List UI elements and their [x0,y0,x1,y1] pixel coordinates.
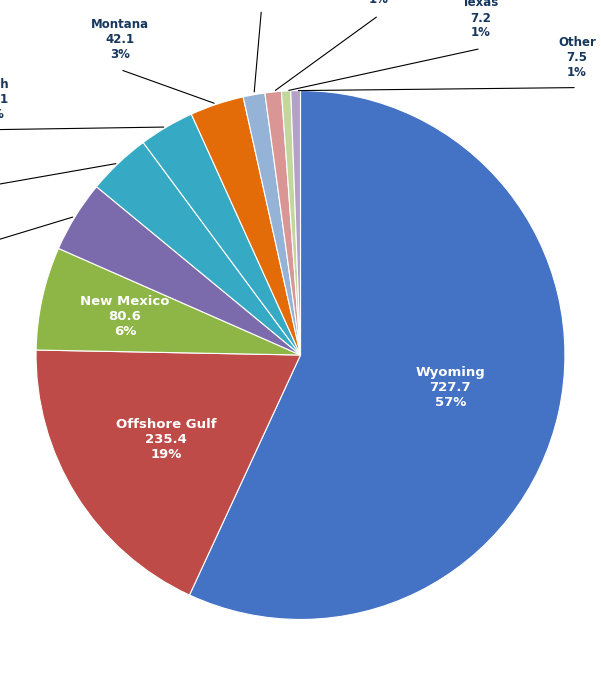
Wedge shape [189,90,565,619]
Text: California
12.8
1%: California 12.8 1% [347,0,410,6]
Text: New Mexico
80.6
6%: New Mexico 80.6 6% [80,295,169,338]
Wedge shape [291,90,300,355]
Text: Wyoming
727.7
57%: Wyoming 727.7 57% [415,367,485,409]
Text: Utah
43.1
3%: Utah 43.1 3% [0,78,10,120]
Wedge shape [143,114,300,355]
Text: Montana
42.1
3%: Montana 42.1 3% [91,18,149,61]
Wedge shape [265,91,300,355]
Wedge shape [36,350,300,595]
Text: Texas
7.2
1%: Texas 7.2 1% [462,0,499,39]
Wedge shape [243,93,300,355]
Wedge shape [97,143,300,355]
Wedge shape [281,90,300,355]
Text: Other
7.5
1%: Other 7.5 1% [558,35,596,79]
Wedge shape [36,248,300,355]
Text: Offshore Gulf
235.4
19%: Offshore Gulf 235.4 19% [116,418,216,461]
Wedge shape [58,187,300,355]
Wedge shape [191,97,300,355]
